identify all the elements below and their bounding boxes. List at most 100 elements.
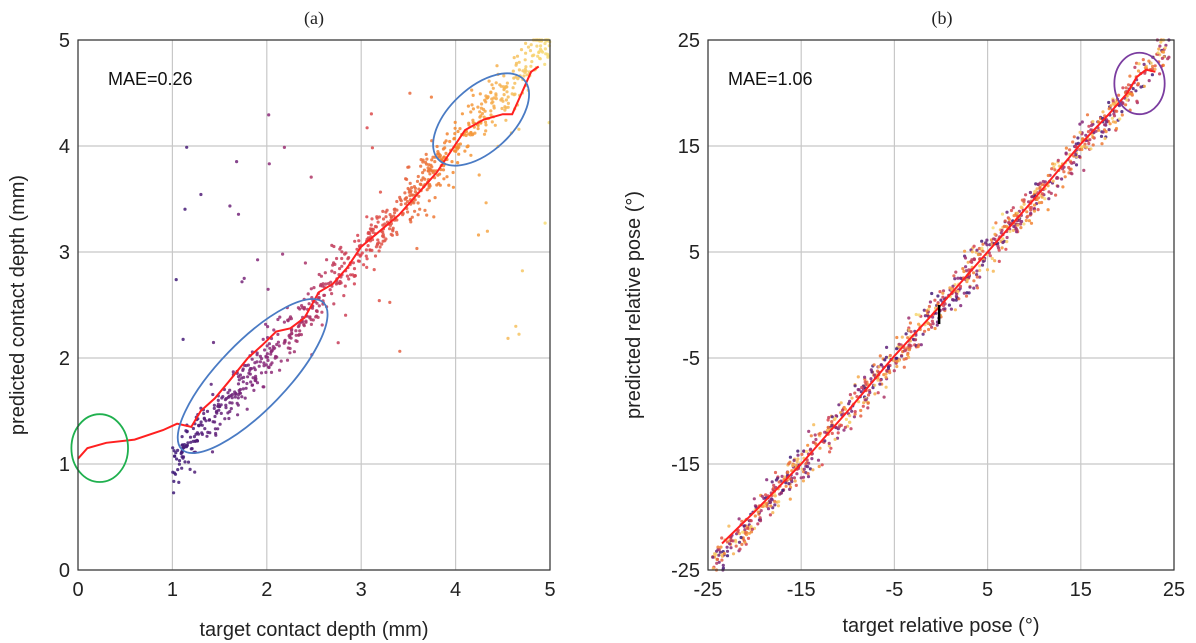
scatter-point bbox=[205, 409, 210, 413]
scatter-point bbox=[485, 96, 489, 100]
scatter-point bbox=[295, 339, 299, 343]
scatter-point bbox=[848, 420, 852, 424]
scatter-point bbox=[904, 357, 908, 361]
scatter-point bbox=[309, 175, 313, 179]
scatter-point bbox=[526, 45, 531, 49]
scatter-point bbox=[1022, 202, 1026, 206]
scatter-point bbox=[848, 393, 853, 397]
scatter-point bbox=[1017, 219, 1022, 223]
scatter-point bbox=[830, 415, 834, 419]
scatter-point bbox=[1015, 228, 1019, 232]
scatter-point bbox=[506, 336, 510, 340]
scatter-point bbox=[800, 452, 804, 456]
scatter-point bbox=[469, 110, 473, 114]
scatter-point bbox=[795, 472, 799, 476]
scatter-point bbox=[812, 423, 816, 427]
scatter-point bbox=[407, 165, 411, 169]
scatter-point bbox=[282, 341, 286, 345]
scatter-point bbox=[262, 385, 266, 389]
scatter-point bbox=[261, 337, 265, 341]
scatter-point bbox=[428, 172, 432, 176]
scatter-point bbox=[199, 192, 203, 197]
scatter-point bbox=[839, 411, 843, 415]
scatter-point bbox=[490, 101, 494, 105]
scatter-point bbox=[236, 403, 240, 407]
scatter-point bbox=[953, 277, 957, 281]
scatter-point bbox=[721, 563, 725, 567]
scatter-point bbox=[478, 92, 482, 96]
scatter-point bbox=[377, 215, 381, 219]
scatter-point bbox=[728, 542, 732, 546]
scatter-point bbox=[476, 233, 481, 237]
scatter-point bbox=[817, 464, 821, 469]
scatter-point bbox=[1100, 142, 1104, 146]
scatter-point bbox=[213, 414, 217, 419]
scatter-point bbox=[997, 259, 1001, 263]
scatter-point bbox=[332, 261, 336, 265]
scatter-point bbox=[422, 168, 426, 172]
scatter-point bbox=[244, 386, 248, 390]
scatter-point bbox=[770, 480, 774, 484]
scatter-point bbox=[271, 345, 275, 349]
scatter-point bbox=[976, 253, 981, 257]
scatter-point bbox=[792, 476, 797, 480]
scatter-point bbox=[364, 248, 368, 252]
scatter-point bbox=[947, 303, 952, 307]
scatter-point bbox=[241, 387, 245, 391]
scatter-point bbox=[524, 51, 528, 55]
scatter-point bbox=[405, 199, 410, 204]
scatter-point bbox=[814, 437, 818, 442]
scatter-point bbox=[1153, 64, 1157, 68]
scatter-point bbox=[240, 280, 244, 284]
scatter-point bbox=[817, 432, 821, 436]
scatter-point bbox=[453, 132, 457, 136]
scatter-point bbox=[788, 497, 792, 501]
scatter-point bbox=[1097, 128, 1101, 132]
scatter-point bbox=[774, 478, 779, 482]
scatter-point bbox=[868, 390, 872, 395]
scatter-point bbox=[1101, 130, 1105, 134]
scatter-point bbox=[1005, 235, 1009, 240]
scatter-point bbox=[1016, 211, 1020, 215]
scatter-point bbox=[200, 431, 204, 435]
scatter-point bbox=[827, 441, 831, 445]
scatter-point bbox=[265, 352, 269, 356]
scatter-point bbox=[226, 391, 230, 395]
scatter-point bbox=[1056, 184, 1060, 188]
scatter-point bbox=[229, 407, 233, 411]
scatter-point bbox=[716, 545, 720, 549]
scatter-point bbox=[404, 202, 408, 206]
scatter-point bbox=[804, 462, 808, 466]
scatter-point bbox=[483, 98, 487, 102]
scatter-point bbox=[380, 242, 384, 246]
scatter-point bbox=[978, 275, 982, 279]
scatter-point bbox=[523, 58, 527, 62]
scatter-point bbox=[713, 552, 717, 556]
scatter-point bbox=[541, 50, 545, 54]
scatter-point bbox=[1157, 47, 1161, 51]
scatter-point bbox=[980, 246, 984, 250]
scatter-point bbox=[450, 160, 454, 164]
scatter-point bbox=[191, 426, 195, 431]
scatter-point bbox=[189, 447, 193, 451]
scatter-point bbox=[517, 60, 521, 64]
scatter-point bbox=[340, 264, 344, 268]
scatter-point bbox=[1091, 119, 1095, 124]
scatter-point bbox=[1051, 179, 1055, 183]
scatter-point bbox=[452, 136, 457, 140]
scatter-point bbox=[215, 409, 219, 413]
scatter-point bbox=[376, 238, 380, 242]
scatter-point bbox=[930, 319, 935, 323]
scatter-point bbox=[356, 259, 360, 263]
scatter-point bbox=[1161, 50, 1166, 54]
scatter-point bbox=[174, 278, 178, 282]
scatter-point bbox=[237, 388, 241, 393]
scatter-point bbox=[811, 440, 816, 444]
scatter-point bbox=[476, 105, 480, 109]
scatter-point bbox=[1032, 209, 1037, 213]
scatter-point bbox=[1128, 74, 1132, 78]
scatter-point bbox=[442, 177, 446, 181]
scatter-point bbox=[725, 545, 729, 549]
scatter-point bbox=[409, 220, 413, 224]
